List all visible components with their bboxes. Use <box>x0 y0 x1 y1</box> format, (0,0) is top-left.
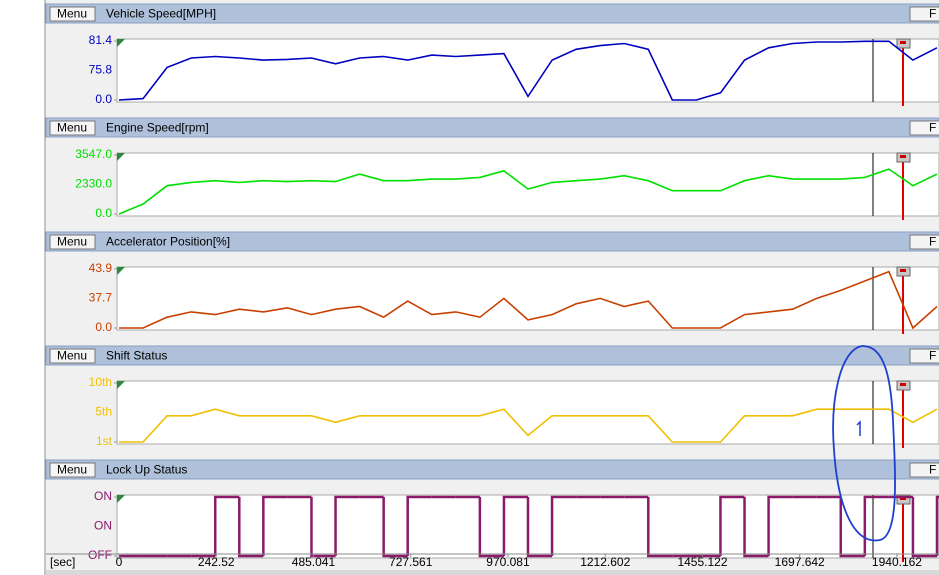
plot-corner-marker <box>117 153 125 161</box>
step-segment <box>334 495 360 556</box>
panel-header <box>45 345 939 366</box>
cursor-flag-mark <box>900 41 906 44</box>
y-tick-label: 0.0 <box>95 92 112 106</box>
menu-button[interactable] <box>49 234 96 250</box>
right-button[interactable] <box>909 348 939 364</box>
step-segment <box>262 495 288 556</box>
plot-area <box>116 152 939 217</box>
step-segment <box>310 497 336 558</box>
y-tick-label: 1st <box>96 434 113 448</box>
x-tick-label: 242.52 <box>198 555 235 569</box>
step-segment <box>863 495 889 556</box>
plot-corner-marker <box>117 495 125 503</box>
y-tick-label: 3547.0 <box>75 147 112 161</box>
right-button[interactable] <box>909 462 939 478</box>
panel-header <box>45 459 939 480</box>
right-button-label: F <box>929 235 936 249</box>
y-tick-label: 0.0 <box>95 320 112 334</box>
step-segment <box>767 495 793 556</box>
hand-drawn-ellipse <box>832 345 896 542</box>
y-tick-label: 0.0 <box>95 206 112 220</box>
cursor-value: 5th <box>95 405 112 419</box>
right-button-label: F <box>929 463 936 477</box>
x-axis-label: [sec] <box>50 555 75 569</box>
menu-button-label: Menu <box>57 121 87 135</box>
menu-button[interactable] <box>49 348 96 364</box>
cursor-flag-mark <box>900 269 906 272</box>
right-button[interactable] <box>909 120 939 136</box>
step-segment <box>647 497 673 558</box>
y-tick-label: 10th <box>89 375 112 389</box>
step-segment <box>911 497 937 558</box>
step-segment <box>935 495 939 556</box>
data-line <box>118 168 938 215</box>
data-line <box>118 40 938 101</box>
hand-drawn-tick <box>856 420 861 436</box>
panel-header <box>45 117 939 138</box>
cursor-flag-mark <box>900 155 906 158</box>
y-tick-label: 81.4 <box>89 33 113 47</box>
x-tick-label: 485.041 <box>292 555 336 569</box>
plot-corner-marker <box>117 267 125 275</box>
step-segment <box>213 495 240 556</box>
panel-title: Shift Status <box>106 349 167 363</box>
plot-corner-marker <box>117 381 125 389</box>
panel-title: Engine Speed[rpm] <box>106 121 209 135</box>
menu-button[interactable] <box>49 120 96 136</box>
right-button[interactable] <box>909 6 939 22</box>
right-button-label: F <box>929 121 936 135</box>
y-tick-label: OFF <box>88 548 112 562</box>
menu-button-label: Menu <box>57 349 87 363</box>
right-button[interactable] <box>909 234 939 250</box>
step-segment <box>526 497 553 558</box>
plot-area <box>116 38 939 103</box>
cursor-value: 75.8 <box>89 63 113 77</box>
x-tick-label: 727.561 <box>389 555 433 569</box>
step-segment <box>238 497 264 558</box>
menu-button-label: Menu <box>57 463 87 477</box>
menu-button[interactable] <box>49 6 96 22</box>
x-tick-label: 0 <box>116 555 123 569</box>
cursor-value: 37.7 <box>89 291 113 305</box>
step-segment <box>719 495 745 556</box>
step-segment <box>406 495 432 556</box>
cursor-flag-mark <box>900 383 906 386</box>
panel-header <box>45 3 939 24</box>
x-tick-label: 1697.642 <box>775 555 825 569</box>
cursor-value: ON <box>94 519 112 533</box>
y-tick-label: 43.9 <box>89 261 113 275</box>
plot-corner-marker <box>117 39 125 47</box>
y-tick-label: ON <box>94 489 112 503</box>
panel-title: Vehicle Speed[MPH] <box>106 7 216 21</box>
menu-button-label: Menu <box>57 7 87 21</box>
step-segment <box>502 495 528 556</box>
panel-header <box>45 231 939 252</box>
menu-button-label: Menu <box>57 235 87 249</box>
data-line <box>119 270 938 330</box>
step-segment <box>478 497 504 558</box>
panel-title: Accelerator Position[%] <box>106 235 230 249</box>
right-button-label: F <box>929 7 936 21</box>
bottom-toolbar <box>46 570 939 575</box>
step-segment <box>550 495 577 556</box>
x-tick-label: 1212.602 <box>580 555 630 569</box>
x-tick-label: 1455.122 <box>677 555 727 569</box>
step-segment <box>382 497 408 558</box>
x-tick-label: 1940.162 <box>872 555 922 569</box>
data-line <box>119 408 938 443</box>
menu-button[interactable] <box>49 462 96 478</box>
step-segment <box>743 497 769 558</box>
step-segment <box>839 497 865 558</box>
right-button-label: F <box>929 349 936 363</box>
x-tick-label: 970.081 <box>486 555 530 569</box>
panel-title: Lock Up Status <box>106 463 187 477</box>
cursor-value: 2330.0 <box>75 177 112 191</box>
